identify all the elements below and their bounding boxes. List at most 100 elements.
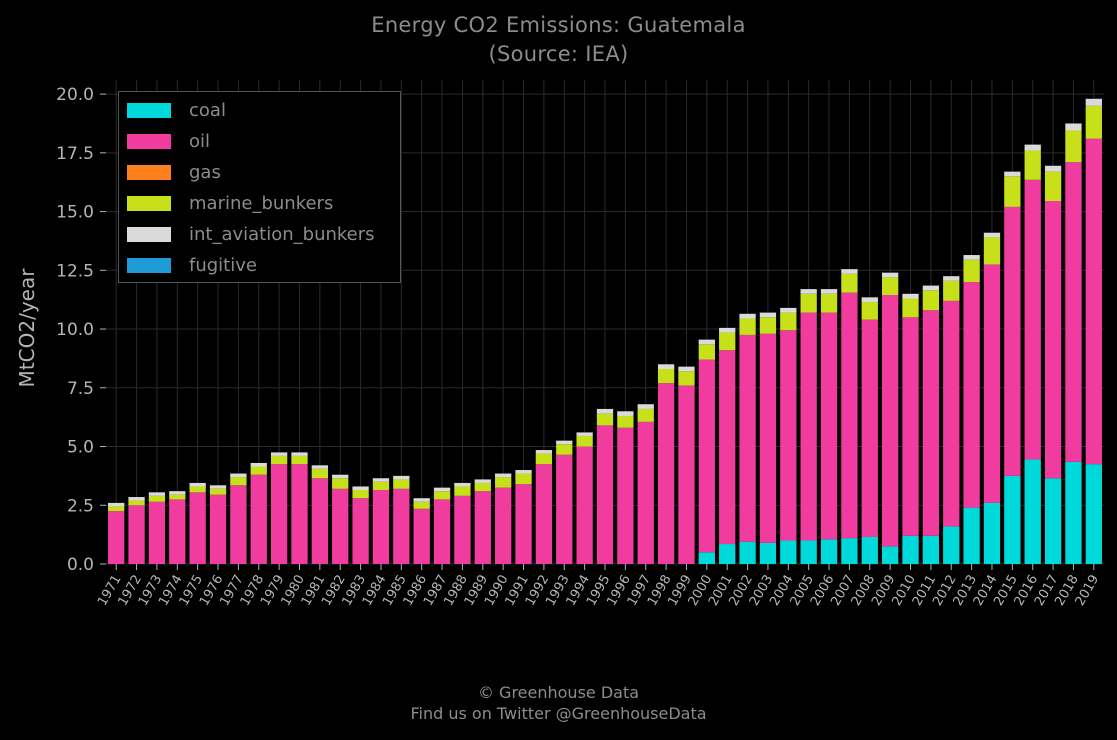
bar-int_aviation_bunkers: [1004, 171, 1021, 177]
bar-int_aviation_bunkers: [291, 452, 308, 456]
bar-int_aviation_bunkers: [189, 482, 206, 487]
bar-coal: [1085, 464, 1102, 564]
bar-oil: [169, 499, 186, 564]
legend-label: fugitive: [189, 254, 257, 276]
bar-marine_bunkers: [943, 280, 960, 301]
chart-subtitle: (Source: IEA): [488, 42, 629, 66]
legend-item-int_aviation_bunkers: int_aviation_bunkers: [127, 223, 375, 245]
bar-marine_bunkers: [902, 298, 919, 318]
bar-int_aviation_bunkers: [759, 312, 777, 318]
bar-coal: [943, 526, 960, 564]
bar-oil: [922, 310, 940, 536]
legend-swatch: [127, 195, 171, 211]
bar-marine_bunkers: [270, 455, 288, 465]
bar-marine_bunkers: [454, 486, 471, 496]
chart-legend: coal oil gas marine_bunkers int_aviation_bun…: [118, 91, 401, 283]
bar-marine_bunkers: [332, 478, 349, 489]
bar-int_aviation_bunkers: [841, 269, 858, 274]
bar-oil: [617, 427, 634, 564]
bar-int_aviation_bunkers: [332, 474, 349, 479]
legend-swatch: [127, 257, 171, 273]
bar-marine_bunkers: [657, 368, 675, 384]
bar-int_aviation_bunkers: [270, 452, 288, 456]
bar-marine_bunkers: [780, 312, 797, 331]
bar-oil: [270, 464, 288, 564]
bar-marine_bunkers: [963, 259, 980, 283]
bar-oil: [291, 464, 308, 564]
bar-coal: [902, 535, 919, 564]
bar-marine_bunkers: [617, 415, 634, 428]
bar-int_aviation_bunkers: [1044, 165, 1062, 172]
bar-oil: [1024, 179, 1041, 460]
bar-int_aviation_bunkers: [719, 327, 736, 333]
bar-marine_bunkers: [759, 317, 777, 334]
bar-oil: [535, 464, 553, 564]
y-tick-label: 10.0: [56, 320, 94, 340]
chart-title: Energy CO2 Emissions: Guatemala: [371, 13, 746, 37]
bar-marine_bunkers: [841, 273, 858, 293]
bar-marine_bunkers: [474, 482, 491, 492]
bar-oil: [861, 319, 878, 537]
legend-label: oil: [189, 130, 211, 152]
legend-item-coal: coal: [127, 99, 226, 121]
bar-oil: [963, 282, 980, 508]
bar-oil: [250, 474, 267, 564]
bar-int_aviation_bunkers: [372, 478, 390, 482]
bar-int_aviation_bunkers: [311, 465, 329, 469]
bar-coal: [1024, 459, 1041, 564]
legend-label: int_aviation_bunkers: [189, 223, 375, 245]
bar-int_aviation_bunkers: [637, 404, 654, 409]
bar-oil: [637, 421, 654, 564]
bar-int_aviation_bunkers: [902, 293, 919, 299]
bar-coal: [841, 538, 858, 564]
bar-int_aviation_bunkers: [474, 479, 491, 483]
bar-int_aviation_bunkers: [617, 411, 634, 416]
legend-label: marine_bunkers: [189, 192, 334, 214]
bar-oil: [515, 484, 532, 564]
bar-int_aviation_bunkers: [1085, 98, 1102, 106]
bar-coal: [820, 539, 838, 564]
y-tick-label: 17.5: [56, 144, 94, 164]
bar-oil: [311, 478, 329, 564]
bar-marine_bunkers: [352, 489, 369, 499]
y-axis-label: MtCO2/year: [15, 268, 39, 388]
bar-coal: [780, 540, 797, 564]
bar-coal: [719, 544, 736, 564]
bar-int_aviation_bunkers: [393, 475, 410, 480]
bar-oil: [657, 383, 675, 564]
bar-oil: [596, 425, 614, 564]
bar-oil: [902, 317, 919, 536]
bar-marine_bunkers: [678, 371, 695, 386]
bar-marine_bunkers: [311, 468, 329, 479]
bar-oil: [1085, 138, 1102, 465]
bar-int_aviation_bunkers: [1065, 123, 1082, 131]
bar-int_aviation_bunkers: [963, 255, 980, 260]
bar-oil: [1004, 206, 1021, 476]
bar-oil: [352, 498, 369, 564]
y-tick-label: 7.5: [67, 379, 94, 399]
bar-marine_bunkers: [637, 408, 654, 422]
bar-coal: [963, 507, 980, 564]
bar-marine_bunkers: [596, 413, 614, 426]
bar-marine_bunkers: [413, 501, 430, 509]
legend-swatch: [127, 226, 171, 242]
bar-int_aviation_bunkers: [515, 470, 532, 474]
bar-marine_bunkers: [698, 344, 715, 360]
bar-int_aviation_bunkers: [983, 232, 1001, 238]
bar-oil: [495, 487, 512, 564]
bar-int_aviation_bunkers: [433, 487, 451, 492]
bar-oil: [230, 485, 247, 564]
bar-marine_bunkers: [250, 466, 267, 475]
bar-int_aviation_bunkers: [454, 482, 471, 487]
y-tick-label: 12.5: [56, 261, 94, 281]
bar-int_aviation_bunkers: [413, 498, 430, 502]
bar-int_aviation_bunkers: [352, 486, 369, 490]
bar-marine_bunkers: [739, 318, 756, 335]
legend-item-marine_bunkers: marine_bunkers: [127, 192, 333, 214]
legend-swatch: [127, 102, 171, 118]
bar-marine_bunkers: [372, 481, 390, 490]
bar-marine_bunkers: [922, 290, 940, 311]
bar-oil: [739, 334, 756, 542]
bar-marine_bunkers: [291, 455, 308, 465]
